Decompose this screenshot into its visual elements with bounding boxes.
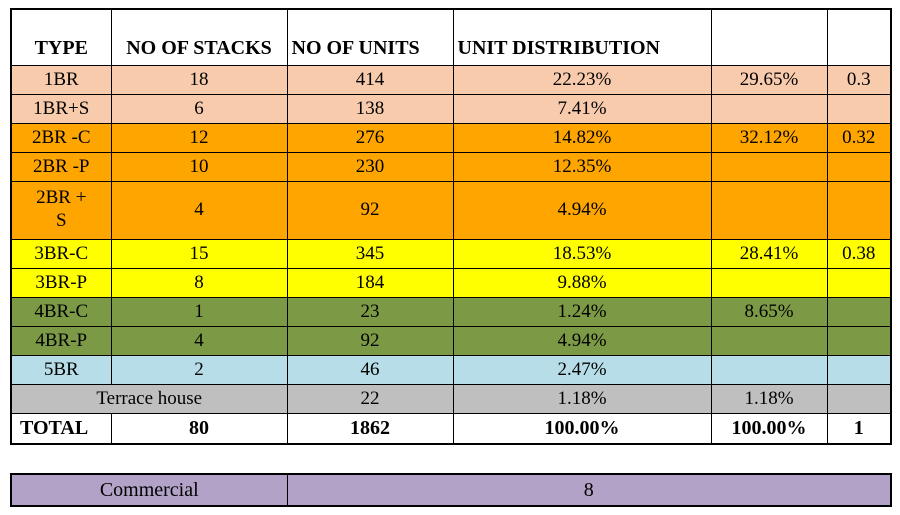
cell-units: 22 <box>286 383 454 414</box>
cell-group-percentage <box>710 267 828 298</box>
cell-distribution: 100.00% <box>452 412 712 445</box>
row-terrace-house: Terrace house 22 1.18% 1.18% <box>10 383 892 414</box>
commercial-table: Commercial 8 <box>10 473 892 507</box>
cell-type: 4BR-P <box>10 325 112 356</box>
cell-stacks: 4 <box>110 325 288 356</box>
col-header-group-blank <box>710 8 828 66</box>
cell-group-percentage <box>710 93 828 124</box>
cell-stacks: 80 <box>110 412 288 445</box>
cell-distribution: 18.53% <box>452 238 712 269</box>
row-2br-c: 2BR -C 12 276 14.82% 32.12% 0.32 <box>10 122 892 153</box>
row-4br-p: 4BR-P 4 92 4.94% <box>10 325 892 356</box>
cell-ratio <box>826 267 892 298</box>
cell-distribution: 22.23% <box>452 64 712 95</box>
row-2br-plus-s: 2BR + S 4 92 4.94% <box>10 180 892 240</box>
cell-ratio: 1 <box>826 412 892 445</box>
col-header-ratio-blank <box>826 8 892 66</box>
cell-type: 3BR-P <box>10 267 112 298</box>
row-5br: 5BR 2 46 2.47% <box>10 354 892 385</box>
cell-ratio <box>826 296 892 327</box>
cell-distribution: 4.94% <box>452 180 712 240</box>
cell-units: 230 <box>286 151 454 182</box>
cell-distribution: 4.94% <box>452 325 712 356</box>
cell-type: 3BR-C <box>10 238 112 269</box>
cell-stacks: 18 <box>110 64 288 95</box>
row-1br: 1BR 18 414 22.23% 29.65% 0.3 <box>10 64 892 95</box>
cell-group-percentage: 32.12% <box>710 122 828 153</box>
header-row: TYPE NO OF STACKS NO OF UNITS UNIT DISTR… <box>10 8 892 66</box>
cell-group-percentage: 8.65% <box>710 296 828 327</box>
cell-group-percentage: 29.65% <box>710 64 828 95</box>
cell-type-text: 2BR + S <box>36 187 87 231</box>
cell-type: 5BR <box>10 354 112 385</box>
commercial-row: Commercial 8 <box>10 473 892 507</box>
cell-stacks: 2 <box>110 354 288 385</box>
cell-distribution: 1.24% <box>452 296 712 327</box>
cell-distribution: 12.35% <box>452 151 712 182</box>
cell-units: 46 <box>286 354 454 385</box>
cell-units: 92 <box>286 325 454 356</box>
cell-units: 92 <box>286 180 454 240</box>
cell-units: 1862 <box>286 412 454 445</box>
cell-stacks: 4 <box>110 180 288 240</box>
unit-distribution-table: TYPE NO OF STACKS NO OF UNITS UNIT DISTR… <box>10 8 892 445</box>
cell-type: 2BR + S <box>10 180 112 240</box>
cell-distribution: 2.47% <box>452 354 712 385</box>
row-1br-s: 1BR+S 6 138 7.41% <box>10 93 892 124</box>
cell-units: 184 <box>286 267 454 298</box>
cell-units: 345 <box>286 238 454 269</box>
col-header-stacks: NO OF STACKS <box>110 8 288 66</box>
cell-stacks: 8 <box>110 267 288 298</box>
cell-distribution: 7.41% <box>452 93 712 124</box>
commercial-label-cell: Commercial <box>10 473 288 507</box>
cell-type-merged: Terrace house <box>10 383 288 414</box>
cell-type: 1BR <box>10 64 112 95</box>
cell-ratio <box>826 151 892 182</box>
cell-group-percentage <box>710 180 828 240</box>
cell-ratio: 0.3 <box>826 64 892 95</box>
cell-ratio: 0.32 <box>826 122 892 153</box>
cell-distribution: 9.88% <box>452 267 712 298</box>
row-total: TOTAL 80 1862 100.00% 100.00% 1 <box>10 412 892 445</box>
cell-stacks: 1 <box>110 296 288 327</box>
cell-units: 138 <box>286 93 454 124</box>
row-3br-p: 3BR-P 8 184 9.88% <box>10 267 892 298</box>
row-2br-p: 2BR -P 10 230 12.35% <box>10 151 892 182</box>
cell-distribution: 14.82% <box>452 122 712 153</box>
row-3br-c: 3BR-C 15 345 18.53% 28.41% 0.38 <box>10 238 892 269</box>
cell-type: 4BR-C <box>10 296 112 327</box>
cell-stacks: 15 <box>110 238 288 269</box>
cell-group-percentage: 100.00% <box>710 412 828 445</box>
cell-type: 2BR -C <box>10 122 112 153</box>
cell-stacks: 12 <box>110 122 288 153</box>
cell-group-percentage <box>710 325 828 356</box>
cell-distribution: 1.18% <box>452 383 712 414</box>
col-header-distribution: UNIT DISTRIBUTION <box>452 8 712 66</box>
cell-stacks: 6 <box>110 93 288 124</box>
col-header-units: NO OF UNITS <box>286 8 454 66</box>
commercial-value-cell: 8 <box>286 473 892 507</box>
cell-type: 1BR+S <box>10 93 112 124</box>
cell-ratio <box>826 325 892 356</box>
cell-ratio <box>826 180 892 240</box>
cell-ratio <box>826 93 892 124</box>
cell-units: 414 <box>286 64 454 95</box>
cell-ratio: 0.38 <box>826 238 892 269</box>
cell-group-percentage: 1.18% <box>710 383 828 414</box>
cell-group-percentage: 28.41% <box>710 238 828 269</box>
cell-units: 23 <box>286 296 454 327</box>
cell-group-percentage <box>710 151 828 182</box>
cell-type: 2BR -P <box>10 151 112 182</box>
row-4br-c: 4BR-C 1 23 1.24% 8.65% <box>10 296 892 327</box>
cell-ratio <box>826 354 892 385</box>
cell-stacks: 10 <box>110 151 288 182</box>
cell-group-percentage <box>710 354 828 385</box>
cell-total-label: TOTAL <box>10 412 112 445</box>
cell-ratio <box>826 383 892 414</box>
col-header-type: TYPE <box>10 8 112 66</box>
cell-units: 276 <box>286 122 454 153</box>
